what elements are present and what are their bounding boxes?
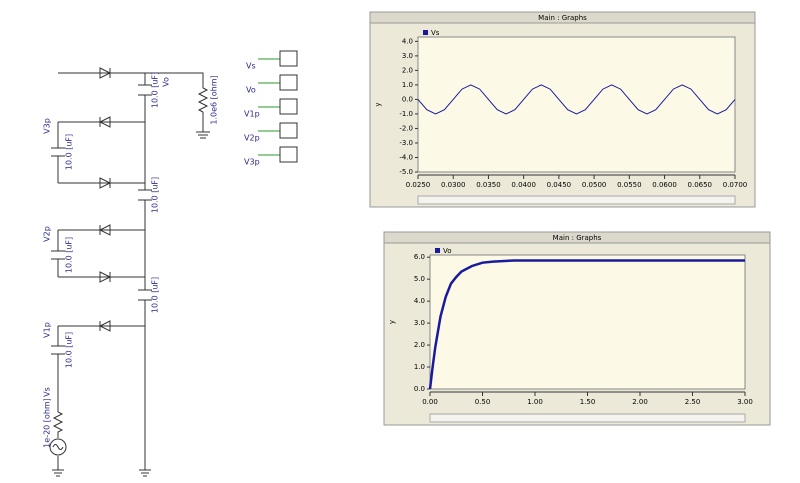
meter-label: V2p xyxy=(244,134,260,143)
source-symbol xyxy=(52,444,64,450)
chart-title: Main : Graphs xyxy=(538,14,587,22)
wire xyxy=(139,73,151,477)
meter-wire xyxy=(258,58,280,156)
load-label: Vo xyxy=(162,77,171,87)
diode xyxy=(98,224,111,236)
title-bar xyxy=(383,231,771,244)
diode xyxy=(98,116,111,128)
x-tick-label: 0.0550 xyxy=(617,181,642,189)
x-tick-label: 0.50 xyxy=(475,398,491,406)
y-tick-label: 3.0 xyxy=(402,52,413,60)
capacitor-label: 10.0 [uF] xyxy=(65,134,74,170)
y-axis-label: y xyxy=(388,320,396,324)
line-series xyxy=(417,84,736,115)
x-tick-label: 1.50 xyxy=(580,398,596,406)
y-tick-label: 5.0 xyxy=(414,275,425,283)
node-label: V1p xyxy=(43,322,52,338)
resistor-label: 1e-20 [ohm] xyxy=(43,398,52,448)
x-tick-label: 0.0350 xyxy=(476,181,501,189)
x-tick-label: 0.0700 xyxy=(723,181,748,189)
wire xyxy=(58,121,145,327)
y-tick-label: 2.0 xyxy=(402,66,413,74)
diode xyxy=(99,67,112,79)
y-tick-label: -4.0 xyxy=(399,153,413,161)
meter xyxy=(279,122,298,139)
meters: Vs Vo V1p V2p V3p xyxy=(244,50,298,167)
y-axis-label: y xyxy=(374,102,382,106)
source-label: Vs xyxy=(43,387,52,397)
diode xyxy=(99,177,112,189)
meter xyxy=(279,98,298,115)
y-tick-label: -1.0 xyxy=(399,110,413,118)
x-tick-label: 0.0300 xyxy=(441,181,466,189)
capacitor-label: 10.0 [uF] xyxy=(65,237,74,273)
y-tick-label: 4.0 xyxy=(402,37,413,45)
capacitor-label: 10.0 [uF] xyxy=(65,332,74,368)
capacitor-label: 10.0 [uF] xyxy=(151,277,160,313)
resistor-label: 1.0e6 [ohm] xyxy=(210,75,219,124)
plot-area xyxy=(417,36,736,173)
y-tick-label: 1.0 xyxy=(414,363,425,371)
legend-label: Vs xyxy=(431,29,440,37)
wire xyxy=(52,122,64,477)
y-tick-label: 4.0 xyxy=(414,297,425,305)
meter xyxy=(279,146,298,163)
x-tick-label: 3.00 xyxy=(737,398,753,406)
x-tick-label: 0.00 xyxy=(422,398,438,406)
capacitor-label: 10.0 [uF] xyxy=(151,177,160,213)
meter-label: V1p xyxy=(244,110,260,119)
meter xyxy=(279,74,298,91)
legend-label: Vo xyxy=(443,247,452,255)
x-tick-label: 0.0400 xyxy=(511,181,536,189)
x-tick-label: 0.0650 xyxy=(688,181,713,189)
capacitor xyxy=(51,84,152,355)
y-tick-label: 3.0 xyxy=(414,319,425,327)
meter-label: Vo xyxy=(246,86,256,95)
node-label: V2p xyxy=(43,226,52,242)
meter xyxy=(279,50,298,67)
x-tick-label: 2.00 xyxy=(632,398,648,406)
title-bar xyxy=(369,11,756,24)
meter-label: Vs xyxy=(246,62,256,71)
diode xyxy=(98,320,111,332)
x-tick-label: 1.00 xyxy=(527,398,543,406)
legend-swatch xyxy=(423,30,428,35)
y-tick-label: -3.0 xyxy=(399,139,413,147)
y-tick-label: 0.0 xyxy=(402,95,413,103)
node-label: V3p xyxy=(43,118,52,134)
schematic: Vo 1.0e6 [ohm] Vs 1e-20 [ohm] V3p V2p V1… xyxy=(43,50,298,477)
legend-swatch xyxy=(435,248,440,253)
diode xyxy=(99,271,112,283)
plot-area xyxy=(429,254,746,390)
y-tick-label: -2.0 xyxy=(399,124,413,132)
x-tick-label: 2.50 xyxy=(685,398,701,406)
y-tick-label: 0.0 xyxy=(414,385,425,393)
wire xyxy=(58,72,210,139)
x-tick-label: 0.0450 xyxy=(547,181,572,189)
line-series xyxy=(428,259,745,390)
x-tick-label: 0.0600 xyxy=(652,181,677,189)
scrollbar[interactable] xyxy=(417,195,736,205)
resistor xyxy=(52,400,64,438)
resistor xyxy=(197,87,209,113)
source xyxy=(49,438,67,456)
diodes xyxy=(98,67,112,332)
y-tick-label: 2.0 xyxy=(414,341,425,349)
scrollbar[interactable] xyxy=(429,413,746,423)
x-tick-label: 0.0250 xyxy=(406,181,431,189)
x-tick-label: 0.0500 xyxy=(582,181,607,189)
meter-label: V3p xyxy=(244,158,260,167)
y-tick-label: -5.0 xyxy=(399,168,413,176)
chart-title: Main : Graphs xyxy=(553,234,602,242)
capacitor-label: 10.0 [uF] xyxy=(151,72,160,108)
y-tick-label: 1.0 xyxy=(402,81,413,89)
y-tick-label: 6.0 xyxy=(414,253,425,261)
